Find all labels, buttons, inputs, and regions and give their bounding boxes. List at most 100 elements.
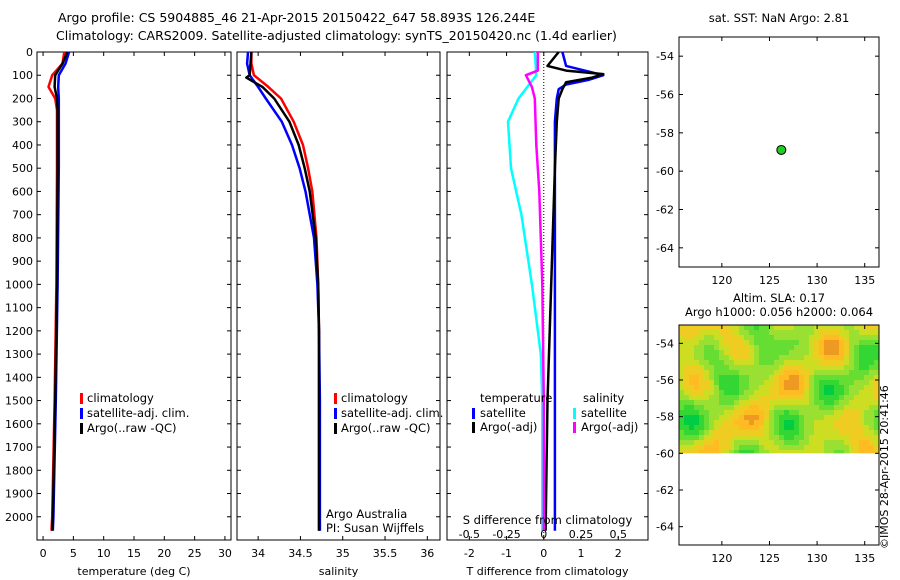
sla-cell (849, 430, 854, 435)
sla-cell (839, 380, 844, 385)
sla-cell (814, 335, 819, 340)
sla-cell (749, 370, 754, 375)
sla-cell (769, 420, 774, 425)
sla-cell (849, 410, 854, 415)
sla-cell (784, 445, 789, 450)
sla-cell (849, 400, 854, 405)
sla-cell (834, 410, 839, 415)
diff-legend-swatch (472, 408, 475, 419)
sla-cell (874, 445, 879, 450)
sla-cell (794, 405, 799, 410)
sla-cell (709, 425, 714, 430)
sla-cell (814, 405, 819, 410)
sla-cell (794, 440, 799, 445)
sla-cell (839, 440, 844, 445)
sla-cell (734, 375, 739, 380)
sla-cell (789, 325, 794, 330)
sla-cell (799, 385, 804, 390)
sla-cell (784, 355, 789, 360)
sla-cell (679, 340, 684, 345)
sla-cell (824, 370, 829, 375)
sla-cell (819, 430, 824, 435)
sla-cell (844, 450, 849, 454)
sla-cell (764, 390, 769, 395)
sla-cell (699, 390, 704, 395)
sla-cell (679, 430, 684, 435)
temperature-xtick-label: 15 (127, 547, 141, 560)
sla-cell (869, 335, 874, 340)
sla-cell (759, 325, 764, 330)
sla-cell (694, 360, 699, 365)
sla-cell (844, 405, 849, 410)
sla-cell (699, 405, 704, 410)
sla-cell (774, 350, 779, 355)
sla-cell (869, 360, 874, 365)
sla-cell (869, 445, 874, 450)
sla-cell (729, 355, 734, 360)
sla-cell (774, 410, 779, 415)
sla-cell (789, 430, 794, 435)
sla-cell (829, 445, 834, 450)
temperature-legend-swatch (80, 393, 83, 404)
salinity-series-argo-raw-qc- (245, 51, 321, 531)
sla-cell (754, 360, 759, 365)
sla-cell (764, 400, 769, 405)
sla-cell (744, 430, 749, 435)
sla-cell (689, 370, 694, 375)
sla-cell (799, 370, 804, 375)
sla-cell (849, 420, 854, 425)
sla-cell (824, 420, 829, 425)
sla-cell (844, 380, 849, 385)
sla-cell (704, 430, 709, 435)
depth-tick-label: 1100 (5, 302, 33, 315)
sla-cell (804, 390, 809, 395)
sla-cell (849, 440, 854, 445)
sla-cell (714, 330, 719, 335)
sla-cell (769, 350, 774, 355)
sla-cell (774, 395, 779, 400)
sla-cell (789, 335, 794, 340)
sla-cell (714, 445, 719, 450)
sla-cell (814, 345, 819, 350)
sla-cell (774, 425, 779, 430)
diff-legend-swatch (472, 422, 475, 433)
sla-cell (759, 355, 764, 360)
sla-map-ytick-label: -58 (656, 411, 674, 424)
sla-cell (749, 335, 754, 340)
salinity-series-climatology (250, 52, 321, 531)
sla-cell (799, 365, 804, 370)
sla-cell (819, 445, 824, 450)
sla-cell (854, 415, 859, 420)
sla-cell (699, 360, 704, 365)
sla-cell (699, 350, 704, 355)
sla-cell (804, 435, 809, 440)
sla-map-xtick-label: 135 (854, 552, 875, 565)
sla-cell (799, 405, 804, 410)
sla-cell (849, 395, 854, 400)
sla-cell (754, 440, 759, 445)
sla-cell (749, 390, 754, 395)
sla-cell (704, 415, 709, 420)
sla-cell (734, 385, 739, 390)
sla-cell (774, 325, 779, 330)
sla-cell (789, 445, 794, 450)
sla-cell (834, 405, 839, 410)
sla-cell (719, 375, 724, 380)
sla-cell (864, 375, 869, 380)
sla-cell (699, 425, 704, 430)
sla-cell (709, 435, 714, 440)
sla-cell (849, 445, 854, 450)
sla-cell (729, 385, 734, 390)
sla-cell (729, 445, 734, 450)
sla-cell (809, 410, 814, 415)
sla-cell (729, 335, 734, 340)
sla-cell (724, 360, 729, 365)
sla-cell (729, 435, 734, 440)
sla-cell (829, 415, 834, 420)
sla-cell (829, 340, 834, 345)
sla-cell (749, 385, 754, 390)
salinity-series-satellite-adj-clim- (245, 51, 322, 531)
sla-cell (679, 425, 684, 430)
sla-cell (784, 345, 789, 350)
sla-cell (784, 450, 789, 454)
